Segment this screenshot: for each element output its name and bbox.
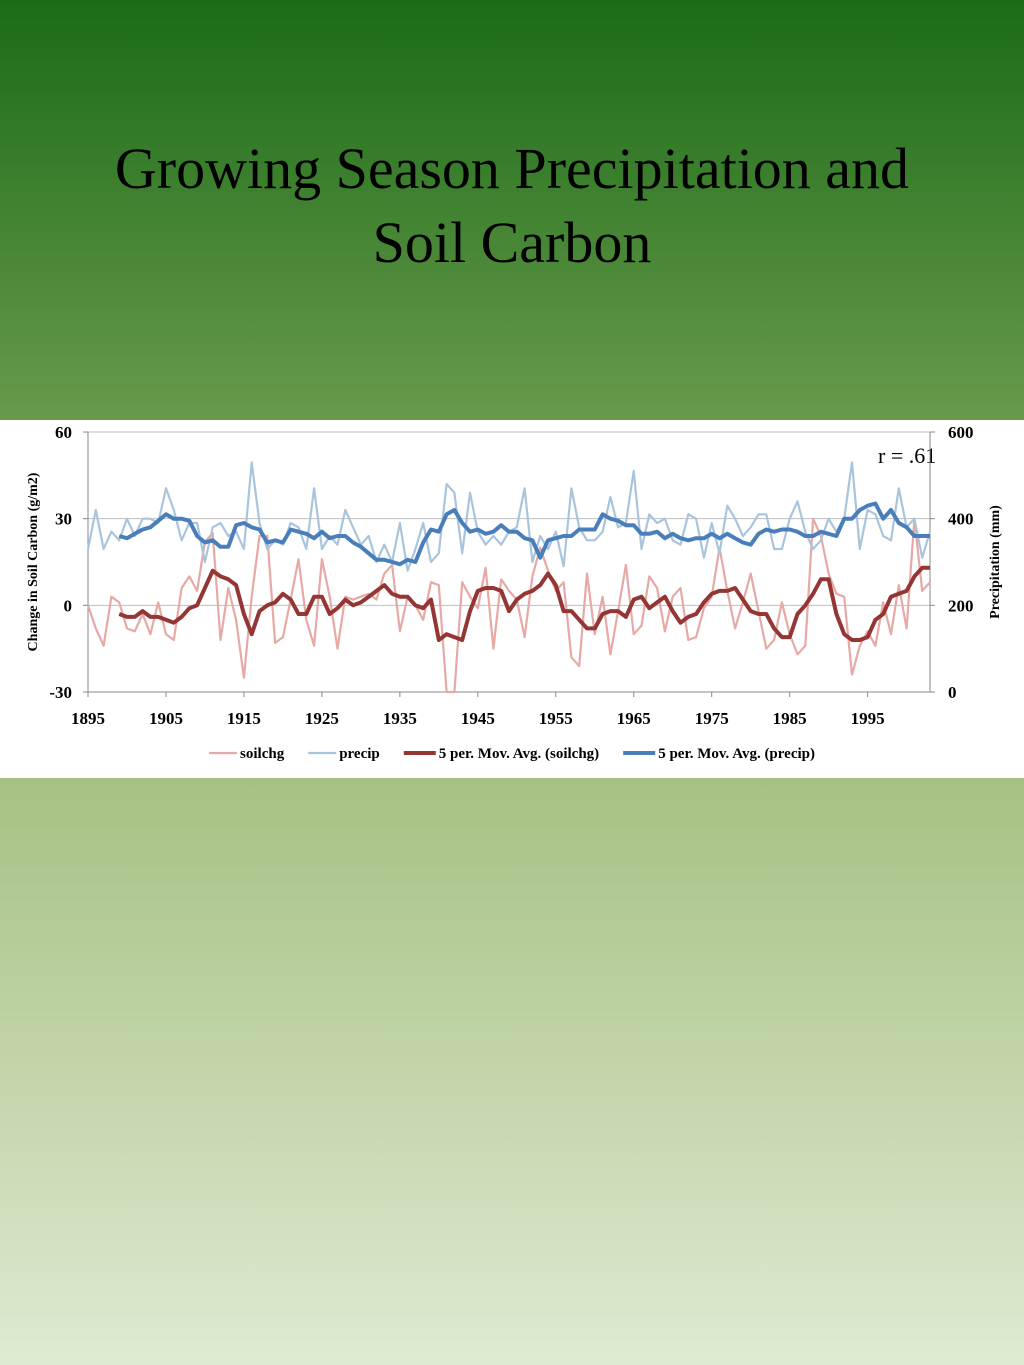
legend-label: 5 per. Mov. Avg. (soilchg) [439, 746, 599, 762]
y2-tick-label: 600 [948, 423, 974, 442]
legend-label: precip [339, 746, 380, 762]
y2-tick-label: 0 [948, 683, 957, 702]
legend-label: 5 per. Mov. Avg. (precip) [658, 746, 815, 762]
series-line [118, 501, 930, 567]
chart: r = .61 Change in Soil Carbon (g/m2) Pre… [26, 423, 1003, 762]
series-line [118, 565, 930, 642]
y-tick-label: 0 [64, 596, 73, 615]
y-tick-label: -30 [49, 683, 72, 702]
x-tick-label: 1925 [305, 709, 339, 728]
legend-label: soilchg [240, 746, 285, 762]
annotation: r = .61 [878, 443, 936, 468]
x-tick-label: 1905 [149, 709, 183, 728]
x-tick-label: 1985 [773, 709, 807, 728]
y-tick-label: 60 [55, 423, 72, 442]
y-axis-label: Change in Soil Carbon (g/m2) [26, 472, 41, 651]
x-tick-label: 1995 [851, 709, 885, 728]
y2-tick-label: 200 [948, 596, 974, 615]
x-tick-label: 1955 [539, 709, 573, 728]
slide-title: Growing Season Precipitation and Soil Ca… [114, 136, 910, 275]
x-tick-label: 1915 [227, 709, 261, 728]
x-tick-label: 1935 [383, 709, 417, 728]
x-tick-label: 1895 [71, 709, 105, 728]
x-tick-label: 1945 [461, 709, 495, 728]
y2-tick-label: 400 [948, 510, 974, 529]
x-tick-label: 1965 [617, 709, 651, 728]
x-tick-label: 1975 [695, 709, 729, 728]
y2-axis-label: Precipitation (mm) [988, 505, 1003, 619]
y-tick-label: 30 [55, 510, 72, 529]
chart-panel: r = .61 Change in Soil Carbon (g/m2) Pre… [0, 420, 1024, 778]
